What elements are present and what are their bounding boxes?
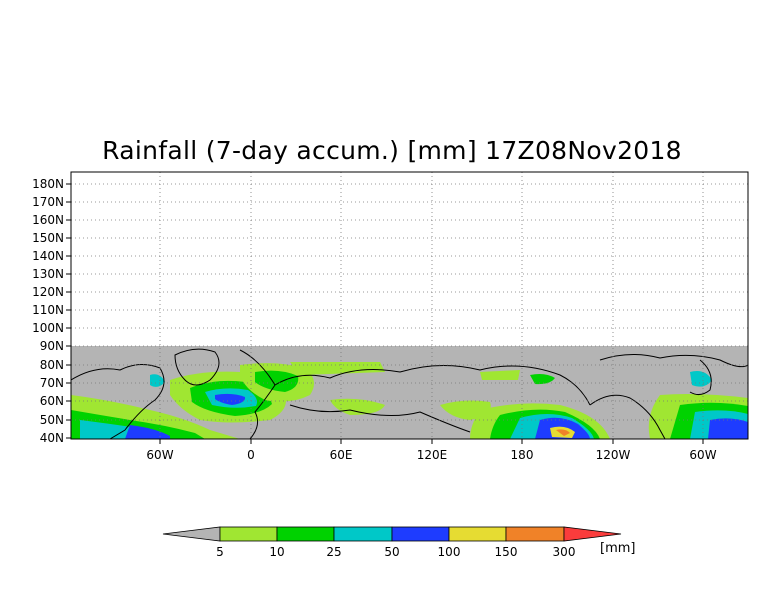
lat-label: 90N [40,339,64,353]
lat-label: 100N [32,321,64,335]
colorbar-label: 25 [326,545,341,559]
lat-label: 40N [40,431,64,445]
lat-label: 130N [32,267,64,281]
colorbar-tip-high [563,526,622,542]
lat-label: 120N [32,285,64,299]
colorbar-label: 100 [438,545,461,559]
colorbar: 5 10 25 50 100 150 300 [162,526,622,559]
colorbar-label: 300 [553,545,576,559]
lon-label: 120E [417,448,448,462]
lon-label: 60W [146,448,173,462]
colorbar-box [448,526,507,542]
lon-label: 0 [247,448,255,462]
colorbar-tip-low [162,526,221,542]
lon-label: 120W [596,448,631,462]
colorbar-units: [mm] [600,541,636,556]
lat-axis [66,183,71,439]
colorbar-box [333,526,393,542]
lat-label: 140N [32,249,64,263]
colorbar-label: 50 [384,545,399,559]
lon-label: 60E [330,448,353,462]
plot-frame [70,171,749,440]
colorbar-box [276,526,335,542]
lat-label: 110N [32,303,64,317]
lat-label: 170N [32,195,64,209]
colorbar-box [505,526,565,542]
colorbar-label: 5 [216,545,224,559]
lat-label: 60N [40,394,64,408]
lon-label: 60W [689,448,716,462]
lat-label: 80N [40,358,64,372]
map-title: Rainfall (7-day accum.) [mm] 17Z08Nov201… [102,136,682,165]
colorbar-box [219,526,278,542]
grid-lines [71,172,748,439]
colorbar-label: 150 [495,545,518,559]
lat-label: 50N [40,413,64,427]
lat-label: 180N [32,177,64,191]
lon-label: 180 [511,448,534,462]
lon-axis [159,439,704,444]
lat-label: 150N [32,231,64,245]
lat-label: 70N [40,376,64,390]
rain-field [71,362,748,439]
lat-label: 160N [32,213,64,227]
colorbar-label: 10 [269,545,284,559]
colorbar-box [391,526,450,542]
coastlines [71,348,748,439]
